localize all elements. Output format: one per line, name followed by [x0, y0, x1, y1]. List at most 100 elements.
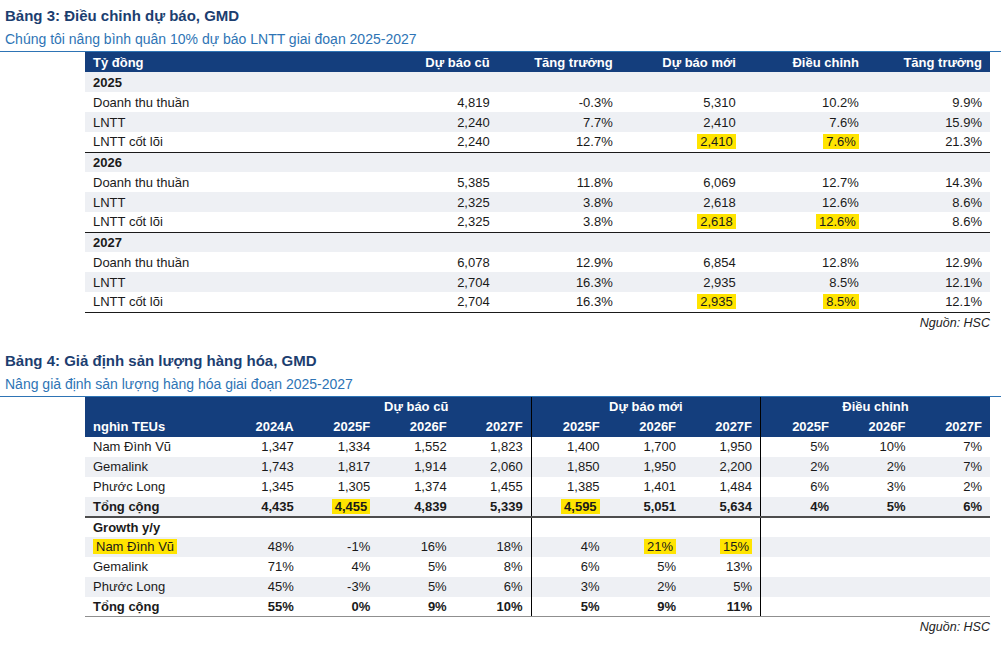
table-row: Doanh thu thuần6,07812.9%6,85412.8%12.9% [85, 252, 990, 272]
cell: 1,552 [378, 437, 454, 457]
table-row: LNTT2,2407.7%2,4107.6%15.9% [85, 112, 990, 132]
cell: 6% [761, 477, 837, 497]
table3-source: Nguồn: HSC [0, 316, 990, 330]
group-header: Điều chỉnh [761, 397, 990, 417]
column-header: Dự báo mới [621, 52, 744, 72]
highlight: 4,455 [332, 499, 371, 514]
year-label: 2027 [85, 232, 375, 252]
table3-subtitle: Chúng tôi nâng bình quân 10% dự báo LNTT… [5, 31, 1001, 47]
row-label: Gemalink [85, 557, 225, 577]
cell: 4,455 [302, 497, 378, 517]
cell: 7.6% [744, 132, 867, 152]
cell: 5% [608, 557, 684, 577]
year-header: 2025F [761, 417, 837, 437]
cell: 1,950 [608, 457, 684, 477]
year-row: 2025 [85, 72, 990, 92]
cell: 1,334 [302, 437, 378, 457]
year-header: 2026F [608, 417, 684, 437]
cell: 6% [531, 557, 607, 577]
cell: 2,704 [375, 292, 498, 312]
cell [913, 557, 990, 577]
cell: 4,819 [375, 92, 498, 112]
cell: 15.9% [867, 112, 990, 132]
row-label: LNTT cốt lõi [85, 292, 375, 312]
cell: 48% [225, 537, 301, 557]
cell: 12.8% [744, 252, 867, 272]
cell: 1,385 [531, 477, 607, 497]
cell: 6,854 [621, 252, 744, 272]
year-header: 2027F [913, 417, 990, 437]
row-label: LNTT [85, 112, 375, 132]
forecast-adjustment-table: Tỷ đồngDự báo cũTăng trưởngDự báo mớiĐiề… [85, 52, 990, 313]
cell [684, 517, 760, 537]
cell: -1% [302, 537, 378, 557]
cell [378, 517, 454, 537]
cell: 2,240 [375, 112, 498, 132]
cell: 2,704 [375, 272, 498, 292]
cell: 4% [761, 497, 837, 517]
table4-header: Dự báo cũDự báo mớiĐiều chỉnhnghìn TEUs2… [85, 397, 990, 437]
cell [913, 577, 990, 597]
cell: 21.3% [867, 132, 990, 152]
row-label: LNTT cốt lõi [85, 132, 375, 152]
row-label: Doanh thu thuần [85, 252, 375, 272]
cell: 2,410 [621, 132, 744, 152]
cell: 15% [684, 537, 760, 557]
cell: 16% [378, 537, 454, 557]
cell: 12.9% [498, 252, 621, 272]
cell: 2% [913, 477, 990, 497]
cell [837, 597, 913, 617]
cell: 1,817 [302, 457, 378, 477]
growth-section-label: Growth y/y [85, 517, 225, 537]
cell [455, 517, 531, 537]
cell: 7.6% [744, 112, 867, 132]
unit-header: nghìn TEUs [85, 417, 225, 437]
cell [375, 72, 498, 92]
row-label: Tổng cộng [85, 497, 225, 517]
cell: 1,305 [302, 477, 378, 497]
cell [621, 232, 744, 252]
year-header: 2027F [684, 417, 760, 437]
year-header: 2027F [455, 417, 531, 437]
cell: 12.1% [867, 272, 990, 292]
cell: 4% [531, 537, 607, 557]
cell: 4% [302, 557, 378, 577]
cell [608, 517, 684, 537]
table3-body: 2025Doanh thu thuần4,819-0.3%5,31010.2%9… [85, 72, 990, 312]
year-header: 2026F [378, 417, 454, 437]
table3-block: Bảng 3: Điều chỉnh dự báo, GMD Chúng tôi… [0, 7, 1001, 330]
table-row: LNTT2,70416.3%2,9358.5%12.1% [85, 272, 990, 292]
cell: 2,325 [375, 212, 498, 232]
year-label: 2025 [85, 72, 375, 92]
cell: 5,310 [621, 92, 744, 112]
table-row: Nam Đình Vũ48%-1%16%18%4%21%15% [85, 537, 990, 557]
cell: 9.9% [867, 92, 990, 112]
table4-subtitle: Nâng giả định sản lượng hàng hóa giai đo… [5, 376, 1001, 392]
group-header: Dự báo cũ [302, 397, 531, 417]
year-row: 2026 [85, 152, 990, 172]
cell: 18% [455, 537, 531, 557]
cell: 2,618 [621, 212, 744, 232]
cell: 3% [531, 577, 607, 597]
cell: 9% [608, 597, 684, 617]
cell: 6% [455, 577, 531, 597]
highlight: 15% [720, 539, 752, 554]
cell: 1,401 [608, 477, 684, 497]
cell: 1,850 [531, 457, 607, 477]
cell: 5,339 [455, 497, 531, 517]
cell: 4,435 [225, 497, 301, 517]
cell: 55% [225, 597, 301, 617]
cell: 8.5% [744, 292, 867, 312]
cell: 21% [608, 537, 684, 557]
cell [531, 517, 607, 537]
year-header: 2025F [531, 417, 607, 437]
cell [837, 577, 913, 597]
cell [498, 232, 621, 252]
cell: 71% [225, 557, 301, 577]
cell [498, 152, 621, 172]
highlight: 2,935 [697, 294, 736, 309]
year-label: 2026 [85, 152, 375, 172]
cell: 16.3% [498, 292, 621, 312]
cell [498, 72, 621, 92]
cell: 1,374 [378, 477, 454, 497]
